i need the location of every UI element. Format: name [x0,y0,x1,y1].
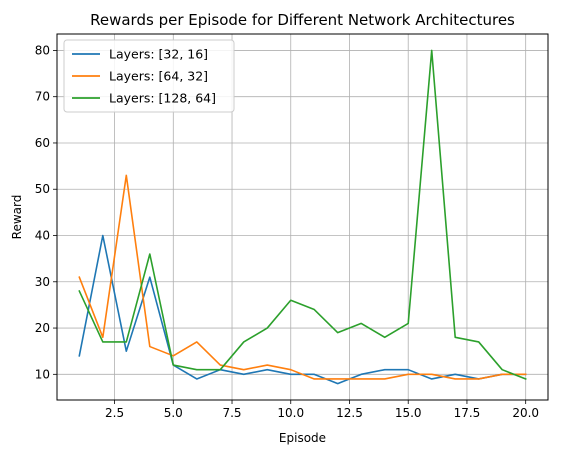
plot-frame [56,33,549,401]
y-tick-label: 70 [35,90,50,104]
legend-frame [63,39,235,113]
chart-title: Rewards per Episode for Different Networ… [90,11,515,29]
y-tick-label: 80 [35,43,50,57]
y-axis-label: Reward [10,195,24,240]
x-tick-label: 10.0 [277,406,304,420]
y-tick-label: 40 [35,229,50,243]
y-tick-label: 20 [35,321,50,335]
x-tick-label: 5.0 [164,406,183,420]
x-tick-label: 20.0 [512,406,539,420]
y-tick-label: 50 [35,182,50,196]
legend: Layers: [32, 16] Layers: [64, 32] Layers: … [63,39,235,113]
legend-entry-label: Layers: [64, 32] [109,69,208,84]
x-tick-label: 7.5 [222,406,241,420]
series-line-3 [78,49,527,380]
series-line-2 [78,174,527,380]
x-axis-label: Episode [279,431,326,445]
series-lines [78,49,527,385]
y-tick-label: 60 [35,136,50,150]
legend-entry-label: Layers: [128, 64] [109,91,216,106]
y-tick-label: 30 [35,275,50,289]
grid [57,34,548,400]
x-tick-label: 15.0 [395,406,422,420]
y-tick-label: 10 [35,367,50,381]
x-tick-label: 2.5 [105,406,124,420]
axis-ticks: 2.5 5.0 7.5 10.0 12.5 15.0 17.5 20.0 10 20 30 40 50 6… [35,43,539,420]
x-tick-label: 17.5 [454,406,481,420]
series-line-1 [78,234,527,385]
legend-entry-label: Layers: [32, 16] [109,47,208,62]
x-tick-label: 12.5 [336,406,363,420]
